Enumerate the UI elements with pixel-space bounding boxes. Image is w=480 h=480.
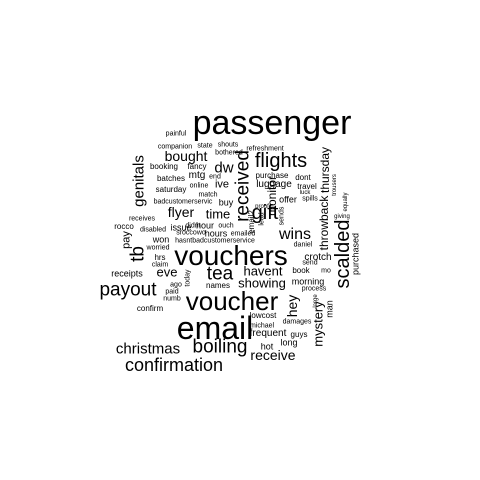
word-crotch: crotch — [304, 252, 332, 263]
word-issue: issue — [170, 222, 192, 233]
word-lead: lead — [258, 212, 266, 226]
word-vouchers: vouchers — [174, 240, 288, 271]
word-shouts: shouts — [217, 141, 239, 149]
word-mo: mo — [321, 267, 331, 275]
word-trousers: trousers — [332, 174, 338, 196]
word-confirmation: confirmation — [124, 355, 224, 375]
word-hrs: hrs — [154, 253, 166, 262]
word-morning: morning — [291, 276, 325, 287]
word-purchase: purchase — [255, 171, 289, 180]
word-mystery: mystery — [310, 301, 326, 347]
word-genitals: genitals — [130, 155, 148, 207]
word-showing: showing — [238, 275, 286, 291]
word-hour: hour — [195, 220, 215, 231]
word-didnt: didnt — [185, 222, 201, 230]
word-time: time — [205, 206, 231, 222]
word-ive: ive — [214, 178, 230, 191]
word-send: send — [302, 259, 318, 267]
word-emailed: emailed — [230, 230, 256, 238]
word-pay: pay — [120, 231, 133, 249]
word-flyer: flyer — [167, 204, 195, 220]
word-names: names — [205, 281, 231, 290]
word-michael: michael — [249, 322, 275, 330]
word-paid: paid — [165, 288, 179, 296]
word-companion: companion — [157, 143, 193, 151]
word-saturday: saturday — [155, 185, 187, 194]
word-giving: giving — [334, 214, 350, 220]
word-boiling: boiling — [192, 336, 248, 358]
word-receives: receives — [128, 215, 156, 223]
word-wins: wins — [278, 226, 312, 243]
word-disabled: disabled — [139, 226, 167, 234]
word-equally: equally — [343, 192, 349, 212]
word-numb: numb — [163, 295, 181, 303]
word-batches: batches — [156, 174, 186, 183]
word-rocco: rocco — [114, 222, 134, 231]
word-travel: travel — [297, 182, 317, 191]
word-man: man — [324, 300, 335, 318]
word-end: end — [209, 173, 221, 181]
word-state: state — [197, 142, 213, 150]
word-flights: flights — [254, 150, 308, 172]
word-book: book — [292, 266, 310, 275]
word-hey: hey — [284, 294, 300, 318]
word-frequent: frequent — [249, 328, 287, 339]
word-tea: tea — [206, 263, 234, 285]
word-worried: worried — [146, 244, 170, 252]
word-won: won — [152, 234, 170, 245]
word-havent: havent — [243, 263, 283, 279]
word-eve: eve — [156, 264, 178, 280]
word-offer: offer — [279, 194, 297, 205]
word-badcustomerservic: badcustomerservic — [153, 198, 213, 206]
word-hot: hot — [260, 341, 274, 352]
word-today: today — [184, 269, 192, 287]
word-refreshment: refreshment — [246, 145, 284, 153]
word-dw: dw — [214, 159, 234, 177]
word-luggage: luggage — [256, 179, 292, 190]
word-booking: booking — [149, 162, 179, 171]
word-buy: buy — [218, 197, 234, 208]
word-claim: claim — [151, 261, 169, 269]
word-gift: gift — [251, 202, 279, 224]
word-ouch: ouch — [218, 222, 234, 230]
word-email-small: email2 — [247, 210, 256, 234]
word-christmas: christmas — [115, 340, 181, 358]
word-process: process — [301, 285, 327, 293]
word-large: large — [313, 294, 319, 308]
word-sends: sends — [278, 206, 286, 226]
word-guys: guys — [290, 330, 308, 339]
word-ago: ago — [170, 281, 182, 289]
word-damages: damages — [282, 318, 312, 326]
word-receipts: receipts — [111, 268, 143, 279]
word-online: online — [189, 182, 209, 190]
word-daniel: daniel — [293, 241, 313, 249]
word-long: long — [280, 337, 298, 348]
word-mtg: mtg — [188, 170, 206, 181]
word-spills: spills — [302, 195, 318, 203]
word-painful: painful — [165, 130, 187, 138]
word-hours: hours — [204, 228, 228, 239]
word-sroccowo: sroccowo — [176, 229, 206, 237]
word-receive: receive — [250, 347, 296, 363]
word-email: email — [176, 310, 254, 346]
word-match: match — [198, 191, 218, 199]
word-thursday: thursday — [318, 146, 332, 194]
word-fancy: fancy — [187, 162, 207, 171]
word-dont: dont — [295, 173, 311, 182]
word-proof: proof — [255, 204, 269, 210]
word-luck: luck — [299, 190, 311, 196]
word-confirm: confirm — [136, 304, 164, 313]
word-bought: bought — [164, 148, 208, 164]
word-hasntbadcustomerservice: hasntbadcustomerservice — [175, 237, 255, 245]
word-lowcost: lowcost — [249, 311, 277, 320]
word-payout: payout — [99, 279, 157, 301]
word-throwback: throwback — [317, 195, 331, 251]
word-bothered: bothered — [215, 149, 243, 157]
word-voucher: voucher — [185, 286, 279, 316]
word-passenger: passenger — [192, 104, 352, 142]
word-purchased: purchased — [350, 232, 361, 276]
